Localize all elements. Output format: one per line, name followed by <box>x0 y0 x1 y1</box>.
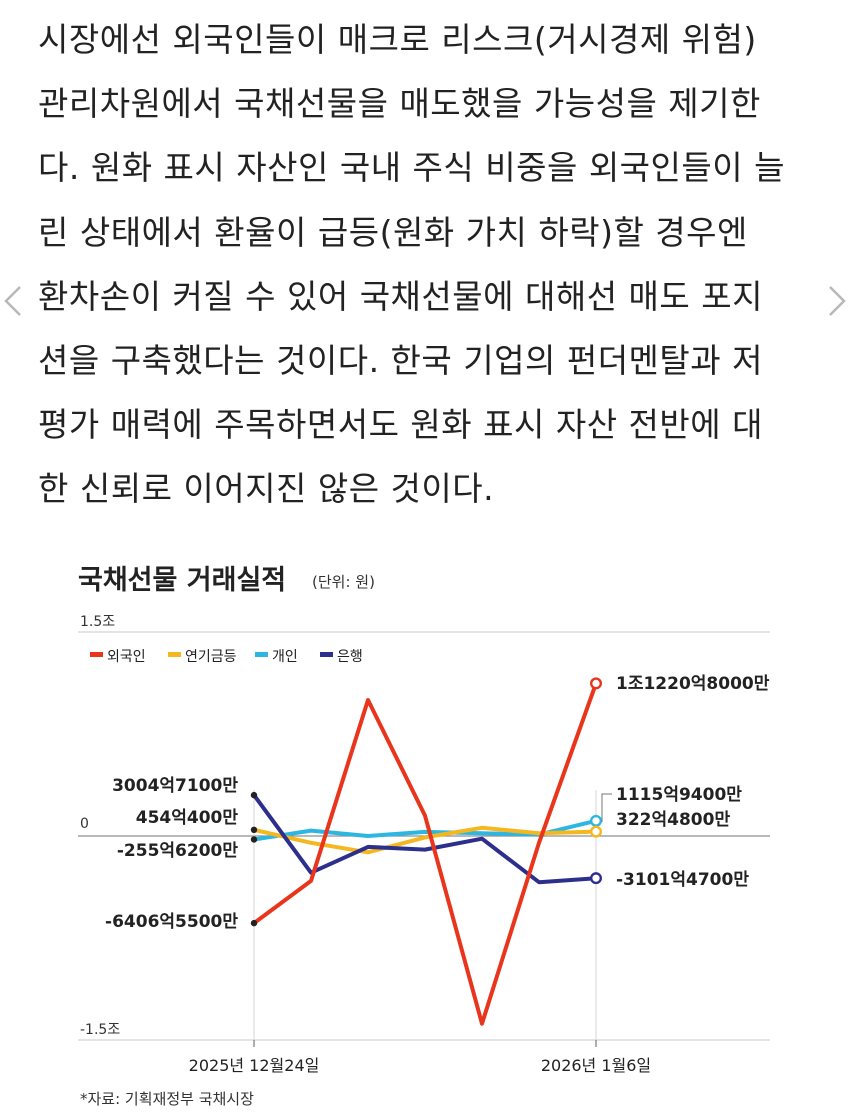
article-line: 시장에선 외국인들이 매크로 리스크(거시경제 위험) <box>38 20 757 59</box>
series-line-0 <box>252 681 598 1026</box>
start-value-label: -6406억5500만 <box>105 912 238 932</box>
chart-unit: (단위: 원) <box>312 573 375 591</box>
y-tick-label: 0 <box>80 816 89 832</box>
start-value-label: -255억6200만 <box>117 841 238 861</box>
article-text: 시장에선 외국인들이 매크로 리스크(거시경제 위험) 관리차원에서 국채선물을… <box>38 8 818 522</box>
y-tick-label: -1.5조 <box>80 1022 120 1038</box>
end-value-label: 1115억9400만 <box>616 785 742 805</box>
article-line: 한 신뢰로 이어지진 않은 것이다. <box>38 469 495 509</box>
article-line: 션을 구축했다는 것이다. 한국 기업의 펀더멘탈과 저 <box>38 341 763 381</box>
chart-source: *자료: 기획재정부 국채시장 <box>80 1090 254 1108</box>
start-value-label: 3004억7100만 <box>112 776 238 796</box>
start-point <box>250 919 258 927</box>
end-value-label: 322억4800만 <box>616 810 730 830</box>
label-leader-line <box>601 793 612 822</box>
legend-label: 외국인 <box>107 649 146 665</box>
series-line-3 <box>252 793 598 885</box>
end-value-label: 1조1220억8000만 <box>616 674 770 694</box>
legend-label: 은행 <box>337 649 363 665</box>
prev-button[interactable] <box>2 284 24 318</box>
article-line: 다. 원화 표시 자산인 국내 주식 비중을 외국인들이 늘 <box>38 148 785 188</box>
bond-futures-chart: 국채선물 거래실적 (단위: 원) 1.5조 0 -1.5조 2025년 12월24일… <box>78 565 770 1108</box>
legend-label: 개인 <box>272 649 298 665</box>
start-point <box>250 836 258 843</box>
start-point <box>250 791 258 799</box>
end-point <box>590 872 603 885</box>
legend-swatch <box>90 652 103 657</box>
article-line: 평가 매력에 주목하면서도 원화 표시 자산 전반에 대 <box>38 405 763 445</box>
end-point <box>590 825 603 838</box>
article-line: 환차손이 커질 수 있어 국채선물에 대해선 매도 포지 <box>38 276 763 316</box>
start-value-label: 454억400만 <box>136 808 239 828</box>
legend-swatch <box>320 652 333 657</box>
chevron-left-icon <box>4 286 21 316</box>
legend-label: 연기금등 <box>185 649 237 665</box>
series-line-1 <box>252 825 598 855</box>
end-point <box>590 814 603 827</box>
end-value-label: -3101억4700만 <box>616 870 749 890</box>
legend-swatch <box>255 652 268 657</box>
article-line: 린 상태에서 환율이 급등(원화 가치 하락)할 경우엔 <box>38 212 748 252</box>
chart-legend: 외국인 연기금등 개인 은행 <box>90 649 363 665</box>
article-line: 관리차원에서 국채선물을 매도했을 가능성을 제기한 <box>38 84 761 124</box>
chevron-right-icon <box>829 286 846 316</box>
y-tick-label: 1.5조 <box>80 614 115 630</box>
next-button[interactable] <box>826 284 848 318</box>
x-tick-label: 2026년 1월6일 <box>541 1056 651 1075</box>
legend-swatch <box>168 652 181 657</box>
chart-title: 국채선물 거래실적 <box>78 565 286 596</box>
end-point <box>590 677 603 690</box>
start-point <box>250 826 258 834</box>
x-tick-label: 2025년 12월24일 <box>189 1056 320 1075</box>
